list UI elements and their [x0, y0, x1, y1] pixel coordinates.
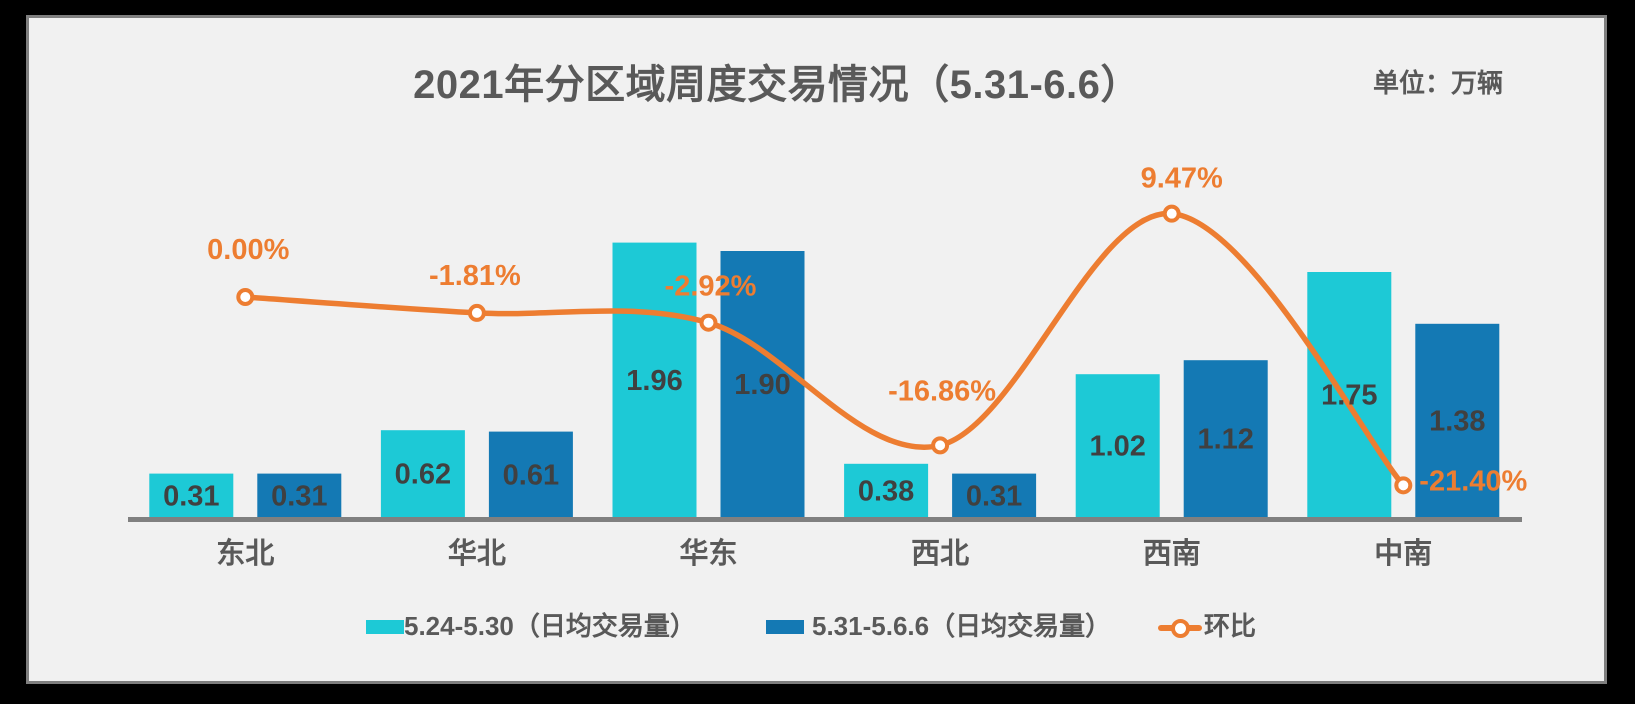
legend-line-marker-icon: [1158, 619, 1202, 638]
legend-label-week1: 5.24-5.30（日均交易量）: [404, 611, 696, 641]
chart-title: 2021年分区域周度交易情况（5.31-6.6）: [413, 63, 1141, 107]
legend-swatch-week2: [766, 620, 804, 634]
legend-line-point: [1171, 619, 1190, 638]
legend-label-ratio: 环比: [1204, 611, 1257, 641]
legend-swatch-week1: [366, 620, 404, 634]
legend-label-week2: 5.31-5.6.6（日均交易量）: [812, 611, 1112, 641]
unit-label: 单位：万辆: [1372, 68, 1503, 98]
chart-panel: [26, 15, 1607, 684]
